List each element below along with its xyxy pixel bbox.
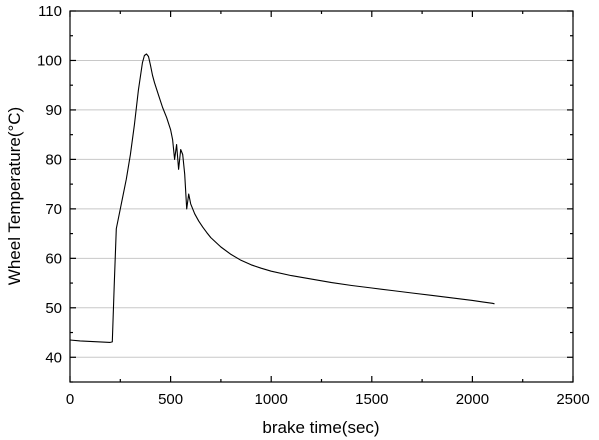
x-tick-label: 0	[66, 391, 74, 408]
y-tick-label: 90	[45, 102, 62, 119]
y-tick-label: 110	[38, 3, 62, 20]
axis-ticks	[69, 10, 574, 383]
y-tick-label: 70	[45, 201, 62, 218]
y-tick-label: 80	[45, 151, 62, 168]
y-tick-labels: 40 50 60 70 80 90 100 110	[37, 3, 62, 366]
x-tick-label: 1000	[255, 391, 288, 408]
plot-frame	[69, 10, 574, 383]
x-tick-label: 500	[158, 391, 183, 408]
y-tick-label: 60	[45, 250, 62, 267]
y-tick-label: 50	[45, 300, 62, 317]
y-tick-label: 40	[45, 349, 62, 366]
y-axis-title: Wheel Temperature(°C)	[5, 107, 24, 285]
x-tick-label: 1500	[355, 391, 388, 408]
series-line	[69, 53, 495, 343]
x-tick-label: 2500	[556, 391, 589, 408]
y-tick-label: 100	[37, 52, 62, 69]
x-tick-labels: 0 500 1000 1500 2000 2500	[66, 391, 590, 408]
x-axis-title: brake time(sec)	[262, 418, 379, 437]
series-layer	[69, 53, 495, 343]
grid-lines	[70, 59, 573, 358]
x-tick-label: 2000	[456, 391, 489, 408]
